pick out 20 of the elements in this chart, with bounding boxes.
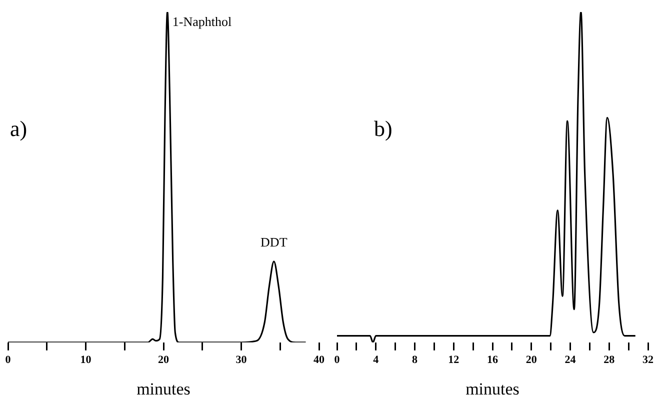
x-axis-title: minutes [466, 379, 520, 398]
annotation: a) [10, 116, 28, 141]
x-tick-label: 0 [5, 354, 12, 366]
x-tick-label: 20 [158, 354, 170, 366]
annotation: DDT [260, 234, 288, 250]
x-tick-label: 4 [373, 354, 380, 366]
x-tick-label: 24 [564, 354, 576, 366]
annotation: b) [374, 116, 392, 141]
x-tick-label: 32 [642, 354, 654, 366]
x-tick-label: 12 [448, 354, 460, 366]
x-axis-title: minutes [136, 379, 190, 398]
x-tick-label: 30 [236, 354, 248, 366]
annotation: 1-Naphthol [172, 14, 232, 29]
x-tick-label: 0 [334, 354, 340, 366]
x-tick-label: 8 [412, 354, 418, 366]
x-tick-label: 28 [604, 354, 616, 366]
x-tick-label: 20 [526, 354, 538, 366]
x-tick-label: 16 [487, 354, 498, 366]
x-tick-label: 40 [314, 354, 325, 366]
x-tick-label: 10 [80, 354, 92, 366]
